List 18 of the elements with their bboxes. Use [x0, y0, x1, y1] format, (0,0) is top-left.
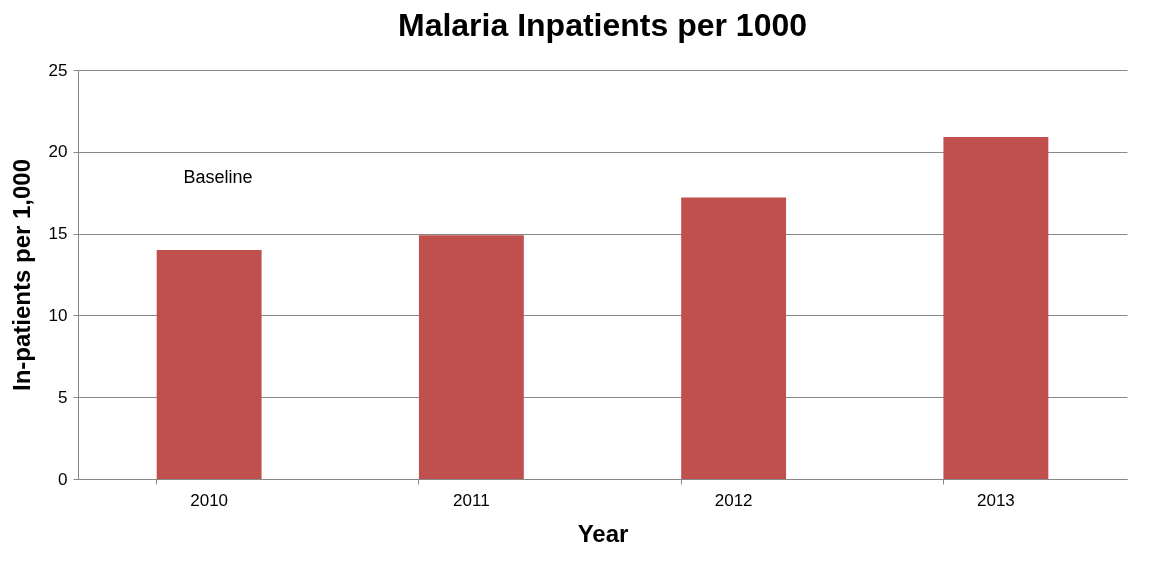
bar — [156, 249, 262, 479]
bar — [418, 235, 524, 479]
bar — [681, 197, 787, 479]
y-tick-label: 10 — [48, 305, 68, 325]
y-tick-label: 0 — [58, 469, 68, 489]
y-tick-label: 15 — [48, 224, 68, 244]
x-tick-label: 2010 — [190, 490, 229, 510]
annotation: Baseline — [183, 167, 253, 187]
chart-title: Malaria Inpatients per 1000 — [397, 7, 808, 43]
y-tick-label: 25 — [48, 60, 68, 80]
x-tick-label: 2011 — [453, 490, 490, 510]
x-axis-title: Year — [577, 519, 629, 547]
bar — [943, 137, 1049, 479]
y-axis-title: In-patients per 1,000 — [7, 158, 35, 392]
x-tick-label: 2013 — [976, 490, 1015, 510]
y-tick-label: 20 — [48, 142, 68, 162]
y-tick-label: 5 — [58, 387, 68, 407]
x-tick-label: 2012 — [714, 490, 753, 510]
